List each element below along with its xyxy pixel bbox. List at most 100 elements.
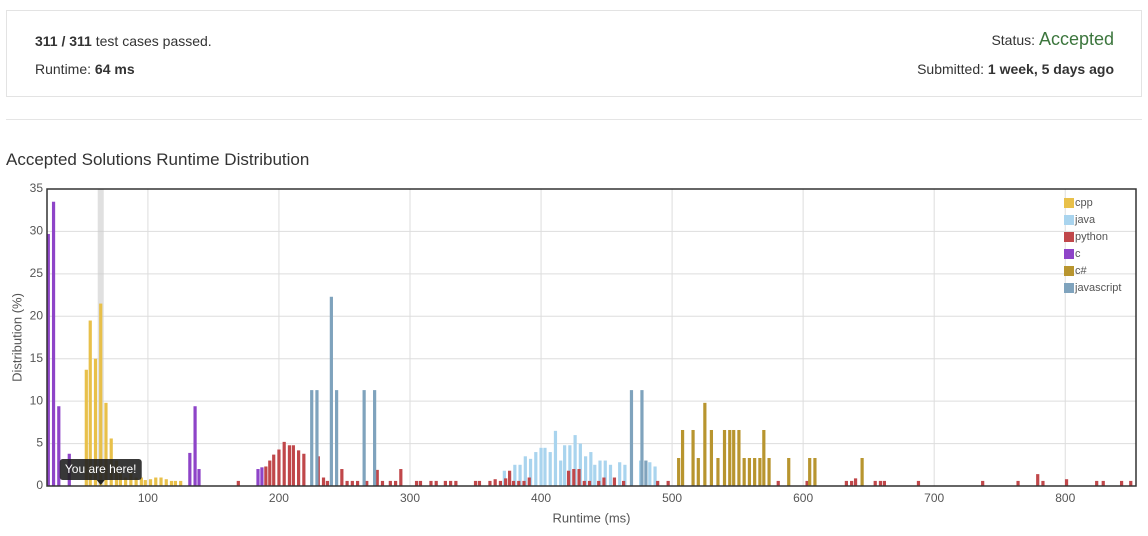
- bar: [762, 429, 766, 486]
- bar: [722, 429, 727, 486]
- bar: [1129, 480, 1133, 486]
- bar: [523, 456, 527, 486]
- bar: [57, 406, 61, 486]
- bar: [159, 477, 163, 486]
- bar: [193, 406, 197, 486]
- bar: [154, 477, 158, 486]
- bar: [321, 477, 326, 486]
- bar: [325, 480, 330, 486]
- submission-box: 311 / 311 test cases passed. Runtime: 64…: [6, 10, 1142, 97]
- bar: [143, 480, 147, 486]
- x-tick-label: 500: [662, 491, 682, 505]
- bar: [373, 390, 377, 486]
- bar: [498, 480, 503, 486]
- bar: [375, 469, 379, 486]
- y-tick-label: 0: [36, 478, 43, 492]
- bar: [84, 369, 88, 486]
- bar: [355, 480, 360, 486]
- bar: [443, 480, 447, 486]
- bar: [134, 477, 138, 486]
- bar: [582, 480, 586, 486]
- bar: [703, 402, 707, 486]
- bar: [1101, 480, 1105, 486]
- legend-swatch: [1064, 249, 1074, 259]
- bar: [236, 480, 240, 486]
- bar: [808, 457, 812, 486]
- submitted: 1 week, 5 days ago: [987, 61, 1114, 77]
- bar: [272, 454, 276, 486]
- bar: [572, 469, 576, 486]
- bar: [653, 466, 657, 486]
- legend-label: c: [1075, 248, 1081, 260]
- legend-label: c#: [1075, 265, 1088, 277]
- legend-swatch: [1064, 283, 1074, 293]
- bar: [1064, 479, 1069, 486]
- bar: [629, 390, 634, 486]
- legend-swatch: [1064, 215, 1074, 225]
- bar: [656, 480, 660, 486]
- bar: [666, 480, 670, 486]
- bar: [46, 233, 50, 486]
- bar: [563, 445, 567, 486]
- bar: [691, 429, 695, 486]
- x-tick-label: 400: [531, 491, 551, 505]
- bar: [188, 452, 192, 486]
- bar: [981, 480, 985, 486]
- bar: [380, 480, 385, 486]
- bar: [527, 477, 531, 486]
- bar: [365, 480, 369, 486]
- bar: [573, 435, 577, 486]
- bar: [597, 480, 601, 486]
- bar: [335, 390, 339, 486]
- bar: [414, 480, 419, 486]
- x-tick-label: 100: [138, 491, 158, 505]
- bar: [310, 390, 314, 486]
- bar: [434, 480, 438, 486]
- bar: [539, 447, 543, 486]
- bar: [534, 452, 538, 486]
- y-tick-label: 25: [30, 266, 44, 280]
- bar: [758, 457, 762, 486]
- bar: [1036, 474, 1040, 486]
- bar: [589, 452, 593, 486]
- bar: [696, 457, 700, 486]
- bar: [473, 480, 478, 486]
- bar: [680, 429, 685, 486]
- bar: [518, 464, 522, 486]
- bar: [517, 480, 521, 486]
- bar: [1119, 480, 1124, 486]
- bar: [1016, 480, 1020, 486]
- bar: [648, 462, 652, 486]
- bar: [548, 452, 552, 486]
- bar: [640, 390, 644, 486]
- submitted-label: Submitted:: [917, 61, 985, 77]
- bar: [399, 469, 403, 486]
- bar: [742, 457, 746, 486]
- bar: [716, 457, 720, 486]
- bar: [264, 466, 268, 486]
- bar: [618, 462, 622, 486]
- bar: [860, 457, 864, 486]
- chart-title: Accepted Solutions Runtime Distribution: [6, 150, 310, 169]
- bar: [287, 445, 292, 486]
- runtime: 64 ms: [94, 61, 135, 77]
- bar: [709, 429, 714, 486]
- bar: [282, 441, 286, 486]
- bar: [362, 390, 366, 486]
- bar: [345, 480, 349, 486]
- tooltip-pointer: [96, 480, 105, 485]
- passed-row: 311 / 311 test cases passed.: [35, 33, 212, 49]
- legend-label: python: [1075, 231, 1108, 243]
- bar: [488, 480, 492, 486]
- bar: [51, 201, 56, 486]
- bar: [882, 480, 886, 486]
- tooltip-box: [59, 459, 142, 480]
- bar: [553, 430, 558, 486]
- bar: [418, 480, 423, 486]
- bar: [850, 480, 854, 486]
- bar: [393, 480, 398, 486]
- tooltip-label: You are here!: [65, 462, 137, 476]
- bar: [329, 296, 333, 486]
- bar: [622, 480, 626, 486]
- bar: [268, 460, 272, 486]
